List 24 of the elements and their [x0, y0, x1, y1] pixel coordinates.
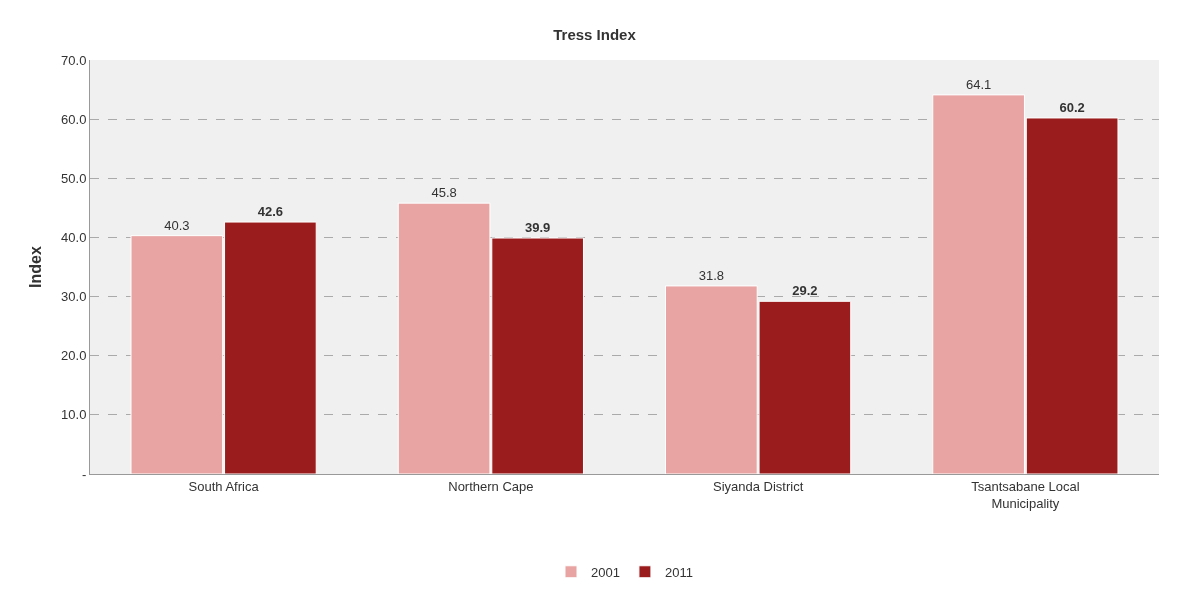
y-tick-label: -	[82, 466, 87, 482]
legend-label: 2011	[664, 564, 693, 580]
x-tick-label: South Africa	[188, 478, 260, 494]
data-label: 39.9	[524, 220, 551, 236]
legend-label: 2001	[591, 564, 620, 580]
y-axis-title: Index	[26, 246, 44, 288]
x-tick-label: Tsantsabane Local Municipality	[971, 478, 1080, 511]
data-label: 40.3	[164, 217, 190, 233]
y-tick-label: 30.0	[61, 289, 87, 305]
data-label: 29.2	[792, 283, 818, 299]
data-label: 42.6	[257, 204, 284, 220]
y-tick-label: 70.0	[61, 52, 87, 68]
x-tick-label: Siyanda District	[712, 478, 804, 494]
data-label: 60.2	[1059, 99, 1085, 115]
y-tick-label: 40.0	[61, 229, 87, 245]
y-tick-label: 20.0	[61, 348, 87, 364]
data-label: 31.8	[698, 267, 725, 283]
x-tick-label: Northern Cape	[448, 478, 534, 494]
y-tick-label: 60.0	[61, 111, 87, 127]
y-tick-label: 10.0	[61, 407, 87, 423]
data-label: 45.8	[431, 185, 457, 201]
chart-title: Tress Index	[553, 26, 637, 44]
data-label: 64.1	[965, 76, 992, 92]
y-tick-label: 50.0	[61, 170, 87, 186]
